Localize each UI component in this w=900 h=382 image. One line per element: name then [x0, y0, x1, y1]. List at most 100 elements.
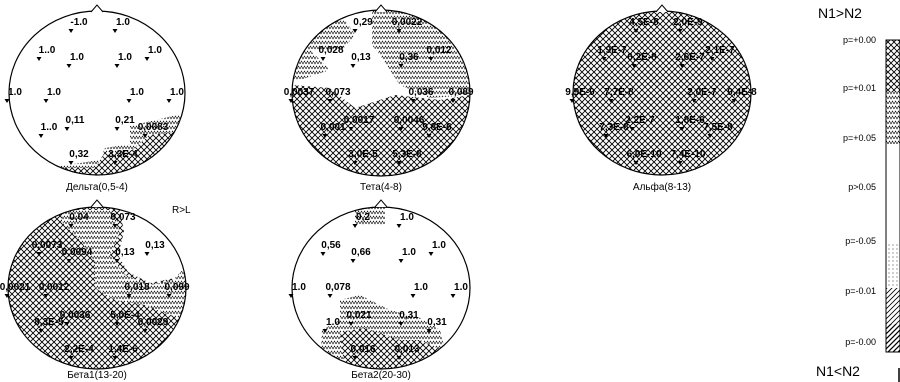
electrode-value-beta2-6: 1.0: [292, 282, 306, 293]
electrode-value-delta-13: 0,0083: [138, 122, 169, 133]
electrode-marker-alpha-8: [691, 99, 697, 103]
electrode-marker-beta1-11: [64, 322, 70, 326]
electrode-value-theta-0: 0,29: [353, 17, 373, 28]
electrode-marker-beta2-6: [288, 294, 294, 298]
electrode-value-alpha-9: 9,4E-8: [727, 87, 757, 98]
topomap-delta: [8, 4, 186, 176]
electrode-value-theta-14: 3,0E-5: [348, 149, 378, 160]
electrode-marker-alpha-11: [629, 127, 635, 131]
electrode-value-alpha-15: 7,4E-10: [670, 149, 705, 160]
electrode-value-theta-11: 0,0017: [344, 115, 375, 126]
electrode-marker-theta-3: [350, 64, 356, 68]
electrode-marker-alpha-7: [608, 99, 614, 103]
electrode-marker-alpha-9: [731, 99, 737, 103]
electrode-marker-beta2-12: [398, 322, 404, 326]
electrode-value-alpha-8: 2,0E-7: [687, 87, 717, 98]
electrode-value-beta2-7: 0,078: [325, 282, 350, 293]
electrode-value-theta-9: 0,089: [448, 87, 473, 98]
electrode-marker-theta-11: [348, 127, 354, 131]
electrode-marker-alpha-14: [633, 161, 639, 165]
electrode-marker-beta1-3: [66, 259, 72, 263]
electrode-marker-delta-8: [126, 99, 132, 103]
electrode-marker-alpha-13: [707, 134, 713, 138]
electrode-marker-theta-10: [322, 134, 328, 138]
electrode-value-theta-3: 0,13: [351, 52, 371, 63]
electrode-value-beta2-13: 0,31: [427, 317, 447, 328]
electrode-marker-delta-3: [66, 64, 72, 68]
electrode-marker-alpha-3: [631, 64, 637, 68]
electrode-marker-delta-1: [112, 29, 118, 33]
electrode-value-alpha-7: 7,7E-8: [604, 87, 634, 98]
electrode-value-delta-14: 0,32: [69, 149, 89, 160]
electrode-marker-alpha-10: [603, 134, 609, 138]
side-label: R>L: [172, 205, 191, 216]
electrode-marker-beta2-11: [348, 322, 354, 326]
electrode-value-delta-8: 1.0: [130, 87, 144, 98]
electrode-marker-beta2-3: [350, 259, 356, 263]
legend-level-1: p=+0.01: [843, 83, 876, 93]
electrode-value-beta1-4: 0,13: [115, 247, 135, 258]
electrode-value-delta-12: 0,21: [115, 115, 135, 126]
electrode-marker-theta-13: [426, 134, 432, 138]
caption-beta2: Бета2(20-30): [351, 370, 411, 381]
electrode-marker-beta1-2: [36, 252, 42, 256]
electrode-marker-beta1-14: [68, 356, 74, 360]
electrode-value-beta2-3: 0,66: [351, 247, 371, 258]
legend-top-label: N1>N2: [818, 5, 862, 21]
electrode-marker-delta-7: [43, 99, 49, 103]
electrode-value-alpha-11: 2,2E-7: [625, 115, 655, 126]
electrode-marker-beta1-6: [4, 294, 10, 298]
electrode-value-beta1-11: 0,0036: [60, 310, 91, 321]
electrode-value-beta2-1: 1.0: [400, 212, 414, 223]
electrode-marker-theta-5: [428, 57, 434, 61]
electrode-marker-delta-5: [144, 57, 150, 61]
electrode-marker-alpha-2: [601, 57, 607, 61]
electrode-value-beta1-0: 0,04: [69, 212, 89, 223]
electrode-marker-beta2-9: [450, 294, 456, 298]
electrode-marker-beta1-0: [68, 224, 74, 228]
electrode-marker-beta2-4: [398, 259, 404, 263]
electrode-marker-theta-9: [450, 99, 456, 103]
legend: N1>N2 N1<N2 p=+0.00 p=+0.01 p=+0.05 p>0.…: [816, 5, 900, 382]
legend-swatch-p00-pos: [886, 40, 900, 92]
electrode-value-delta-7: 1.0: [47, 87, 61, 98]
electrode-value-delta-15: 3,3E-4: [108, 149, 138, 160]
electrode-marker-alpha-1: [677, 29, 683, 33]
legend-bottom-label: N1<N2: [816, 363, 860, 379]
topomap-theta: [291, 4, 471, 177]
electrode-value-beta2-11: 0,021: [346, 310, 371, 321]
electrode-value-beta1-10: 8,3E-5: [34, 317, 64, 328]
electrode-value-delta-4: 1.0: [118, 52, 132, 63]
electrode-marker-delta-14: [68, 161, 74, 165]
legend-swatch-p05-neg: [886, 244, 900, 288]
legend-level-0: p=+0.00: [843, 35, 876, 45]
electrode-marker-theta-15: [396, 161, 402, 165]
electrode-value-beta1-12: 5,0E-4: [110, 310, 140, 321]
electrode-marker-beta2-15: [396, 356, 402, 360]
electrode-marker-delta-0: [68, 29, 74, 33]
electrode-value-theta-2: 0,028: [318, 45, 343, 56]
electrode-value-beta1-5: 0,13: [145, 240, 165, 251]
electrode-marker-theta-0: [352, 29, 358, 33]
electrode-value-theta-4: 0,36: [399, 52, 419, 63]
legend-level-6: p=-0.00: [845, 337, 876, 347]
electrode-value-alpha-5: 2,1E-7: [705, 45, 735, 56]
electrode-marker-delta-15: [112, 161, 118, 165]
electrode-marker-beta1-13: [142, 329, 148, 333]
topomap-beta2: [291, 199, 471, 370]
electrode-marker-delta-12: [114, 127, 120, 131]
electrode-marker-delta-2: [36, 57, 42, 61]
electrode-marker-beta1-12: [114, 322, 120, 326]
electrode-value-beta2-5: 1.0: [432, 240, 446, 251]
legend-level-2: p=+0.05: [843, 133, 876, 143]
electrode-marker-delta-10: [38, 134, 44, 138]
electrode-value-alpha-13: 7,5E-8: [703, 122, 733, 133]
electrode-value-beta1-15: 1,4E-6: [108, 344, 138, 355]
electrode-marker-alpha-15: [677, 161, 683, 165]
electrode-value-beta2-12: 0,31: [399, 310, 419, 321]
electrode-value-delta-0: -1.0: [70, 17, 88, 28]
electrode-marker-beta2-1: [396, 224, 402, 228]
electrode-marker-alpha-0: [633, 29, 639, 33]
electrode-marker-theta-7: [327, 99, 333, 103]
electrode-value-beta2-8: 1.0: [414, 282, 428, 293]
